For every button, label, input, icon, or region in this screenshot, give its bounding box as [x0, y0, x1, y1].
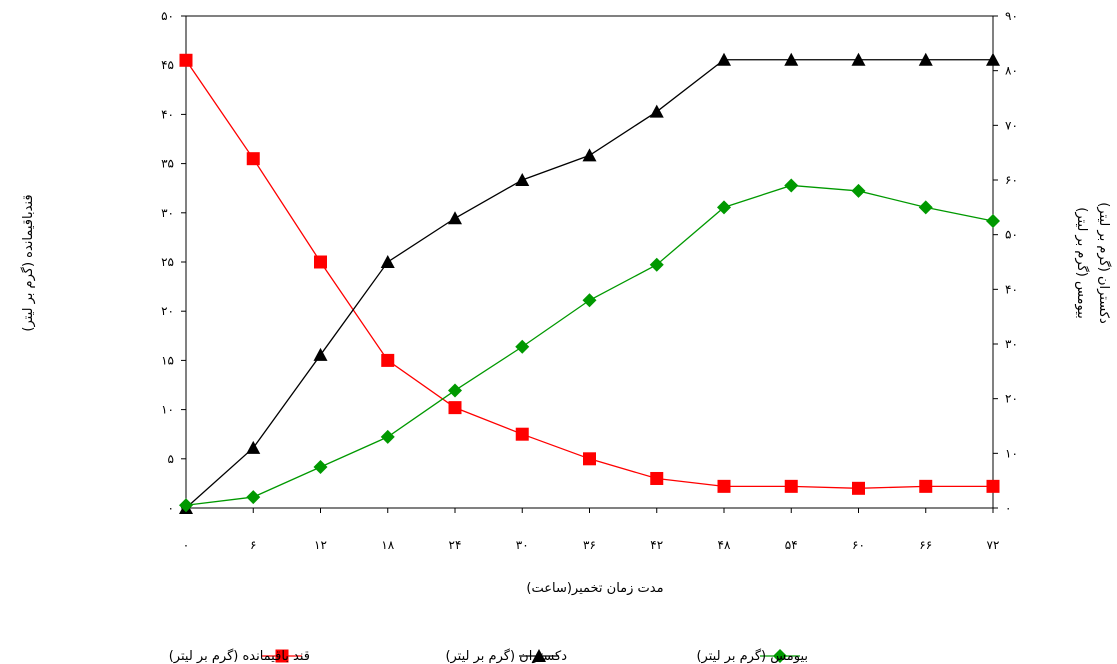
data-point-square [784, 479, 798, 493]
data-point-diamond [918, 200, 933, 215]
data-point-square [919, 479, 933, 493]
data-point-square [381, 353, 395, 367]
x-tick-label: ۶ [250, 538, 256, 552]
legend-label: دکستران (گرم بر لیتر) [445, 648, 567, 664]
x-tick-label: ۳۶ [583, 538, 596, 552]
y-right-tick-label: ۲۰ [1005, 392, 1018, 406]
x-tick-label: ۳۰ [516, 538, 529, 552]
y-right-tick-label: ۱۰ [1005, 446, 1018, 460]
data-point-triangle [532, 649, 546, 662]
y-right-tick-label: ۷۰ [1005, 118, 1018, 132]
legend-label: قند باقیمانده (گرم بر لیتر) [169, 648, 310, 664]
series-layer [179, 52, 1000, 514]
data-point-diamond [380, 429, 395, 444]
x-tick-label: ۴۸ [718, 538, 731, 552]
x-tick-label: ۶۶ [919, 538, 932, 552]
plot-frame [185, 15, 994, 509]
data-point-square [448, 401, 462, 415]
y-left-tick-label: ۵ [168, 452, 174, 466]
data-point-triangle [246, 440, 261, 454]
data-point-square [852, 481, 865, 495]
data-point-triangle [784, 52, 799, 66]
data-point-triangle [380, 255, 395, 268]
x-tick-label: ۴۲ [650, 538, 663, 552]
series-diamond [179, 178, 1000, 513]
x-tick-label: ۰ [183, 538, 189, 552]
data-point-square [515, 427, 529, 441]
data-point-square [583, 452, 596, 466]
series-triangle [179, 52, 1000, 514]
data-point-diamond [649, 257, 664, 272]
data-point-triangle [986, 52, 1000, 66]
y-left-tick-label: ۲۵ [161, 255, 174, 269]
x-tick-label: ۱۸ [381, 538, 394, 552]
data-point-diamond [179, 498, 193, 513]
y-right-axis-title-line2: دکستران (گرم بر لیتر) [1096, 202, 1112, 324]
legend-item-diamond: بیومس (گرم بر لیتر) [696, 648, 808, 664]
y-left-tick-label: ۵۰ [161, 9, 174, 23]
y-left-tick-label: ۱۰ [161, 403, 174, 417]
y-right-tick-label: ۰ [1005, 501, 1011, 515]
y-right-tick-label: ۸۰ [1005, 64, 1018, 78]
y-left-tick-label: ۱۵ [161, 353, 174, 367]
legend-item-square: قند باقیمانده (گرم بر لیتر) [169, 648, 310, 664]
y-right-tick-label: ۳۰ [1005, 337, 1018, 351]
x-tick-label: ۶۰ [852, 538, 865, 552]
y-right-tick-label: ۵۰ [1005, 228, 1018, 242]
data-point-square [275, 649, 289, 663]
y-left-tick-label: ۳۰ [161, 206, 174, 220]
x-tick-label: ۲۴ [449, 538, 462, 552]
axes: ۰ ۵ ۱۰ ۱۵ ۲۰ ۲۵ ۳۰ ۳۵ ۴۰ ۴۵ ۵۰ ۰ ۱۰ ۲۰ ۳۰ ۴۰ ۵۰ ۶۰ ۷۰ ۸۰ ۹۰ ۰… [161, 9, 1018, 552]
data-point-square [986, 479, 1000, 493]
y-left-tick-label: ۴۰ [161, 107, 174, 121]
data-point-diamond [515, 339, 530, 354]
data-point-triangle [448, 211, 462, 225]
data-point-square [179, 53, 193, 67]
y-right-tick-label: ۹۰ [1005, 9, 1018, 23]
series-line-triangle [185, 59, 993, 509]
y-left-tick-label: ۲۰ [161, 304, 174, 318]
data-point-square [246, 152, 260, 166]
y-right-tick-label: ۶۰ [1005, 173, 1018, 187]
y-left-tick-label: ۰ [168, 501, 174, 515]
data-point-diamond [448, 383, 462, 398]
y-right-axis-title-line1: بیومس (گرم بر لیتر) [1074, 207, 1090, 319]
data-point-diamond [986, 214, 1000, 228]
data-point-triangle [717, 52, 731, 66]
data-point-diamond [313, 460, 328, 474]
y-right-tick-label: ۴۰ [1005, 282, 1018, 296]
data-point-square [314, 255, 327, 269]
data-point-diamond [582, 293, 597, 308]
data-point-triangle [313, 347, 328, 361]
data-point-diamond [851, 183, 866, 198]
data-point-triangle [582, 148, 597, 162]
data-point-triangle [649, 104, 664, 118]
x-tick-label: ۷۲ [987, 538, 1000, 552]
data-point-diamond [773, 649, 787, 663]
data-point-diamond [246, 490, 261, 505]
x-axis-title: مدت زمان تخمیر(ساعت) [526, 581, 663, 596]
data-point-square [650, 471, 664, 485]
y-left-tick-label: ۴۵ [161, 58, 174, 72]
y-left-axis-title: قندباقیمانده (گرم بر لیتر) [20, 194, 36, 331]
series-square [179, 53, 1000, 495]
series-line-square [185, 59, 993, 489]
data-point-diamond [784, 178, 799, 193]
y-left-tick-label: ۳۵ [161, 157, 174, 171]
x-tick-label: ۵۴ [785, 538, 798, 552]
data-point-triangle [515, 173, 530, 186]
data-point-diamond [717, 200, 731, 215]
legend-item-triangle: دکستران (گرم بر لیتر) [445, 648, 567, 664]
legend: بیومس (گرم بر لیتر) دکستران (گرم بر لیتر)… [169, 648, 808, 664]
data-point-square [717, 479, 731, 493]
data-point-triangle [918, 52, 933, 66]
x-tick-label: ۱۲ [314, 538, 327, 552]
legend-label: بیومس (گرم بر لیتر) [696, 648, 808, 664]
data-point-triangle [851, 52, 866, 66]
